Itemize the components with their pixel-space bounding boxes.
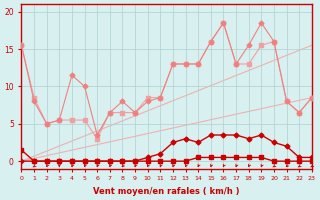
X-axis label: Vent moyen/en rafales ( km/h ): Vent moyen/en rafales ( km/h )	[93, 187, 240, 196]
